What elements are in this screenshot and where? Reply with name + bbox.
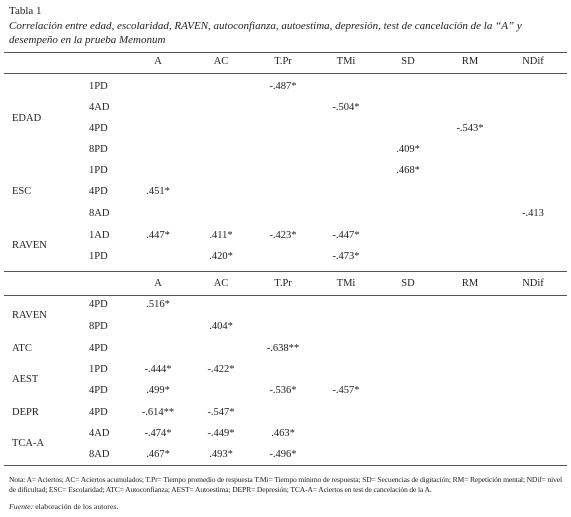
cell: -.444*	[144, 364, 172, 375]
cell: .463*	[271, 428, 295, 439]
source-label: Fuente:	[9, 502, 34, 511]
column-header: A	[154, 278, 162, 289]
column-header: SD	[401, 278, 415, 289]
cell: .493*	[209, 449, 233, 460]
row-group-label: AEST	[12, 374, 39, 385]
row-group-label: TCA-A	[12, 438, 45, 449]
cell: -.457*	[332, 385, 360, 396]
row-group-label: ESC	[12, 186, 32, 197]
source-text: elaboración de los autores.	[35, 502, 119, 511]
row-sub-label: 4AD	[89, 102, 110, 113]
row-sub-label: 4AD	[89, 428, 110, 439]
cell: .420*	[209, 251, 233, 262]
row-group-label: RAVEN	[12, 240, 47, 251]
table-note: Nota: A= Aciertos; AC= Aciertos acumulad…	[9, 475, 562, 494]
column-header: RM	[461, 278, 479, 289]
cell: .516*	[146, 299, 170, 310]
cell: .404*	[209, 321, 233, 332]
cell: -.423*	[269, 230, 297, 241]
row-group-label: DEPR	[12, 407, 39, 418]
cell: -.496*	[269, 449, 297, 460]
cell: -.547*	[207, 407, 235, 418]
cell: .447*	[146, 230, 170, 241]
cell: .411*	[209, 230, 233, 241]
column-header: A	[154, 56, 162, 67]
table-caption: Correlación entre edad, escolaridad, RAV…	[9, 20, 522, 46]
rule	[4, 271, 567, 272]
row-sub-label: 4PD	[89, 123, 108, 134]
row-sub-label: 4PD	[89, 385, 108, 396]
column-header: T.Pr	[274, 56, 292, 67]
column-header: NDif	[522, 56, 544, 67]
table-title: Tabla 1	[9, 5, 42, 17]
row-sub-label: 4PD	[89, 407, 108, 418]
cell: -.536*	[269, 385, 297, 396]
column-header: SD	[401, 56, 415, 67]
row-sub-label: 1PD	[89, 165, 108, 176]
cell: -.473*	[332, 251, 360, 262]
row-sub-label: 8PD	[89, 144, 108, 155]
row-group-label: ATC	[12, 343, 32, 354]
row-sub-label: 1PD	[89, 251, 108, 262]
cell: -.487*	[269, 81, 297, 92]
column-header: AC	[213, 278, 229, 289]
row-group-label: RAVEN	[12, 310, 47, 321]
row-sub-label: 4PD	[89, 343, 108, 354]
column-header: TMi	[336, 56, 356, 67]
rule	[4, 295, 567, 296]
row-sub-label: 8AD	[89, 208, 110, 219]
cell: .468*	[396, 165, 420, 176]
cell: -.638**	[266, 343, 300, 354]
cell: .409*	[396, 144, 420, 155]
column-header: TMi	[336, 278, 356, 289]
cell: .451*	[146, 186, 170, 197]
column-header: AC	[213, 56, 229, 67]
row-sub-label: 4PD	[89, 186, 108, 197]
rule	[4, 52, 567, 53]
row-sub-label: 8AD	[89, 449, 110, 460]
cell: -.447*	[332, 230, 360, 241]
row-sub-label: 1AD	[89, 230, 110, 241]
row-group-label: EDAD	[12, 113, 42, 124]
rule	[4, 465, 567, 466]
cell: -.413	[522, 208, 544, 219]
cell: -.422*	[207, 364, 235, 375]
source: Fuente: elaboración de los autores.	[9, 502, 118, 511]
row-sub-label: 1PD	[89, 364, 108, 375]
column-header: T.Pr	[274, 278, 292, 289]
cell: -.543*	[456, 123, 484, 134]
rule	[4, 73, 567, 74]
cell: -.474*	[144, 428, 172, 439]
column-header: NDif	[522, 278, 544, 289]
cell: -.504*	[332, 102, 360, 113]
column-header: RM	[461, 56, 479, 67]
row-sub-label: 1PD	[89, 81, 108, 92]
cell: -.449*	[207, 428, 235, 439]
row-sub-label: 4PD	[89, 299, 108, 310]
cell: .467*	[146, 449, 170, 460]
cell: -.614**	[141, 407, 175, 418]
row-sub-label: 8PD	[89, 321, 108, 332]
cell: .499*	[146, 385, 170, 396]
